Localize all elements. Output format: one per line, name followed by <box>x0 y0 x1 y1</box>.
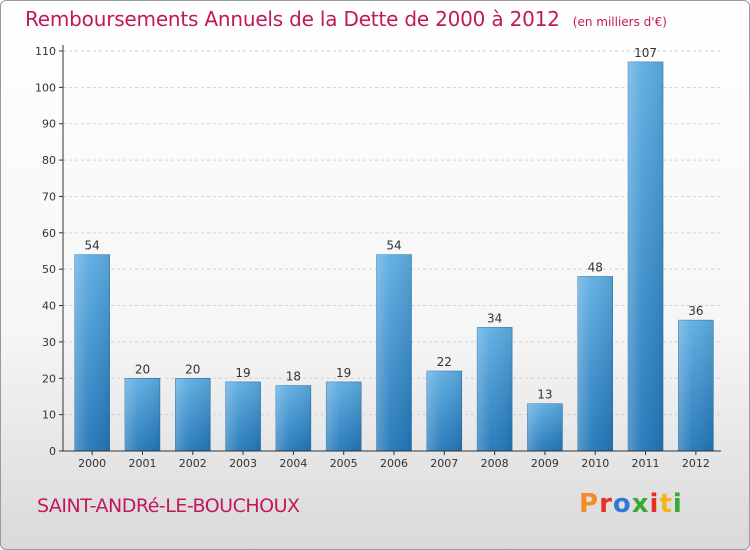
x-tick-label-2002: 2002 <box>179 457 207 470</box>
bar-shine-2000 <box>74 254 110 451</box>
x-tick-label-2006: 2006 <box>380 457 408 470</box>
value-label-2007: 22 <box>437 355 452 369</box>
bar-shine-2011 <box>628 61 664 452</box>
x-tick-label-2012: 2012 <box>682 457 710 470</box>
bars: 54 20 20 19 18 19 54 22 34 13 48 107 36 <box>74 46 714 452</box>
y-tick-label: 0 <box>49 445 56 458</box>
chart-subtitle: (en milliers d'€) <box>572 15 667 29</box>
x-tick-label-2003: 2003 <box>229 457 257 470</box>
x-tick-label-2007: 2007 <box>430 457 458 470</box>
y-tick-label: 60 <box>42 227 56 240</box>
value-label-2012: 36 <box>688 304 703 318</box>
logo-letter: i <box>649 489 660 519</box>
x-tick-label-2005: 2005 <box>330 457 358 470</box>
bar-shine-2008 <box>477 327 513 451</box>
logo-letter: r <box>599 489 613 519</box>
y-tick-label: 90 <box>42 118 56 131</box>
logo-letter: P <box>579 489 600 519</box>
value-label-2005: 19 <box>336 366 351 380</box>
x-tick-label-2001: 2001 <box>128 457 156 470</box>
value-label-2011: 107 <box>634 46 657 60</box>
value-label-2004: 18 <box>286 370 301 384</box>
value-label-2001: 20 <box>135 362 150 376</box>
logo-letter: x <box>631 489 650 519</box>
bar-shine-2005 <box>326 381 362 451</box>
proxiti-logo[interactable]: Proxiti <box>579 489 683 519</box>
chart-title: Remboursements Annuels de la Dette de 20… <box>25 7 560 31</box>
bar-shine-2003 <box>225 381 261 451</box>
value-label-2002: 20 <box>185 362 200 376</box>
x-tick-label-2004: 2004 <box>279 457 307 470</box>
bar-shine-2002 <box>175 378 211 451</box>
bar-shine-2006 <box>376 254 412 451</box>
y-tick-label: 10 <box>42 409 56 422</box>
y-tick-label: 80 <box>42 154 56 167</box>
bar-shine-2001 <box>124 378 160 451</box>
value-label-2010: 48 <box>588 260 603 274</box>
y-tick-label: 100 <box>35 81 56 94</box>
x-tick-label-2009: 2009 <box>531 457 559 470</box>
x-tick-label-2008: 2008 <box>481 457 509 470</box>
y-tick-label: 70 <box>42 190 56 203</box>
title-row: Remboursements Annuels de la Dette de 20… <box>25 7 667 31</box>
bar-shine-2009 <box>527 403 563 451</box>
value-label-2009: 13 <box>537 388 552 402</box>
logo-letter: i <box>672 489 683 519</box>
y-tick-label: 50 <box>42 263 56 276</box>
x-tick-label-2011: 2011 <box>632 457 660 470</box>
value-label-2000: 54 <box>85 239 100 253</box>
bar-shine-2004 <box>275 385 311 451</box>
x-tick-label-2010: 2010 <box>581 457 609 470</box>
y-tick-label: 40 <box>42 300 56 313</box>
axes: 0 10 20 30 40 50 60 70 80 90 100 110 2000 2001 2002 200… <box>35 45 721 470</box>
y-tick-label: 20 <box>42 372 56 385</box>
value-label-2006: 54 <box>386 239 401 253</box>
value-label-2003: 19 <box>235 366 250 380</box>
bar-shine-2010 <box>577 276 613 451</box>
bar-shine-2007 <box>426 371 462 451</box>
logo-letter: o <box>612 489 632 519</box>
y-tick-label: 110 <box>35 45 56 58</box>
value-label-2008: 34 <box>487 311 502 325</box>
commune-name: SAINT-ANDRé-LE-BOUCHOUX <box>37 495 300 517</box>
logo-letter: t <box>659 489 673 519</box>
x-tick-label-2000: 2000 <box>78 457 106 470</box>
y-tick-label: 30 <box>42 336 56 349</box>
bar-shine-2012 <box>678 320 714 451</box>
